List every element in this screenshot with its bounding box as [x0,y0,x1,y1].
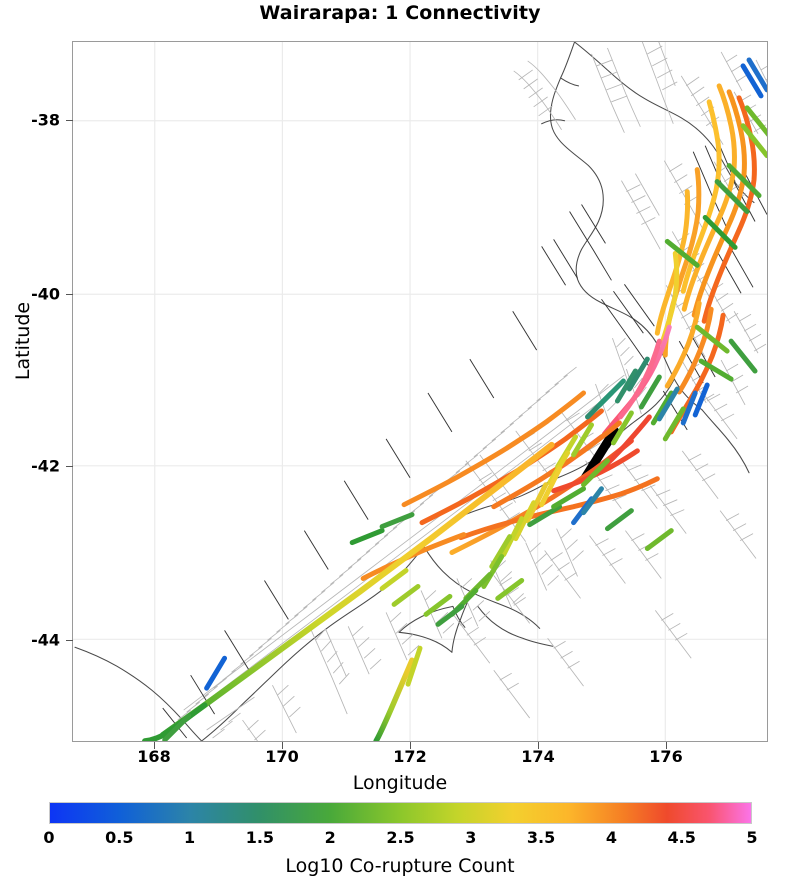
grid-lines [73,42,767,741]
fault-marlborough-south [458,476,660,541]
xtick-mark [666,742,668,749]
fault-sw-blue-1 [204,655,228,691]
fault-marl-green-18 [551,486,587,510]
y-axis-label: Latitude [12,301,34,381]
fault-ne-blue-2 [746,57,767,93]
fault-marl-yellow-5 [501,516,525,558]
fault-wellington-b [617,338,662,420]
colorbar-gradient [49,802,752,824]
fault-marl-green-12 [423,593,453,617]
xtick-mark [282,742,284,749]
fault-marl-green-16 [379,512,415,530]
fault-ne-green-6 [664,238,700,268]
fault-alpine-main [159,441,555,739]
fault-ne-green-8 [728,338,758,374]
fault-marlborough-southb [360,532,467,581]
fault-alpine-inland [373,657,415,741]
colorbar-tick-7: 3.5 [526,828,556,847]
fault-wairau [401,390,587,508]
x-axis-label: Longitude [352,772,448,794]
ytick-label-4: -44 [31,630,60,650]
fault-ne-green-5 [702,215,738,250]
fault-marl-green-15 [349,528,385,546]
chart-title: Wairarapa: 1 Connectivity [259,2,541,24]
fault-marl-green-11 [435,603,465,627]
ytick-mark [66,466,73,468]
connected-fault-traces [142,57,767,741]
fault-hikurangi-d [680,99,722,294]
inactive-fault-traces [162,139,767,739]
fault-hikurangi-i [676,306,714,395]
colorbar-tick-10: 5 [746,828,758,847]
map-plot-area [72,41,768,742]
fault-marl-green-7 [489,534,513,569]
ytick-mark [66,120,73,122]
fault-marl-yellow-4 [513,500,537,542]
fault-marl-green-4 [610,410,634,446]
colorbar-tick-6: 3 [465,828,477,847]
fault-offshore-blue-1 [680,390,698,426]
fault-hikurangi-f [654,189,691,336]
colorbar-label: Log10 Co-rupture Count [285,855,515,877]
fault-offshore-blue-2 [692,382,710,418]
fault-offshore-teal-1 [656,386,680,422]
fault-misc-green-3 [495,577,525,601]
colorbar-tick-4: 2 [324,828,336,847]
colorbar [49,802,752,824]
colorbar-tick-3: 1.5 [245,828,275,847]
colorbar-tick-2: 1 [184,828,196,847]
colorbar-tick-9: 4.5 [667,828,696,847]
ytick-label-2: -40 [31,284,60,304]
fault-offshore-teal-2 [581,486,604,516]
xtick-label-3: 172 [393,747,427,766]
fault-alpine-sw-tail [142,702,208,741]
fault-ne-green-2 [740,123,767,159]
map-svg [73,42,767,741]
fault-marl-green-14 [379,567,409,591]
fault-misc-green-2 [644,528,674,552]
fault-marl-teal-4 [626,356,650,392]
fault-marl-green-2 [650,390,674,426]
fault-marl-green-19 [581,458,610,488]
colorbar-tick-1: 0.5 [105,828,134,847]
fault-ne-blue-1 [740,63,764,99]
fault-hikurangi-b [691,89,747,318]
fault-ne-green-4 [714,179,750,215]
xtick-mark [410,742,412,749]
colorbar-tick-8: 4 [605,828,617,847]
fault-ne-green-3 [726,163,762,199]
fault-ne-green-1 [744,105,767,137]
fault-ne-green-7 [694,324,730,354]
fault-ne-green-9 [698,358,734,382]
fault-alpine-sw-tail-b [162,713,192,741]
ytick-mark [66,640,73,642]
fault-marl-green-1 [638,374,662,410]
xtick-label-1: 168 [137,747,171,766]
fault-marl-yellow-3 [525,482,549,524]
fault-marl-teal-2 [596,378,626,408]
fault-marl-green-13 [391,583,421,607]
colorbar-tick-5: 2.5 [386,828,415,847]
xtick-label-2: 170 [265,747,299,766]
fault-marl-teal-3 [614,368,638,404]
fault-alpine-inland-b [405,645,423,687]
fault-marl-green-8 [481,554,505,589]
fault-marl-yellow-2 [539,466,563,508]
fault-marl-green-17 [527,504,563,528]
xtick-mark [154,742,156,749]
ytick-label-1: -38 [31,110,60,130]
ytick-label-3: -42 [31,456,60,476]
ytick-mark [66,294,73,296]
xtick-mark [538,742,540,749]
fault-hikurangi-j [664,300,702,389]
colorbar-tick-0: 0 [43,828,55,847]
fault-misc-green-1 [604,508,634,532]
xtick-label-5: 176 [649,747,683,766]
fault-marl-green-5 [571,422,594,458]
xtick-label-4: 174 [521,747,555,766]
fault-marl-green-3 [662,406,686,442]
